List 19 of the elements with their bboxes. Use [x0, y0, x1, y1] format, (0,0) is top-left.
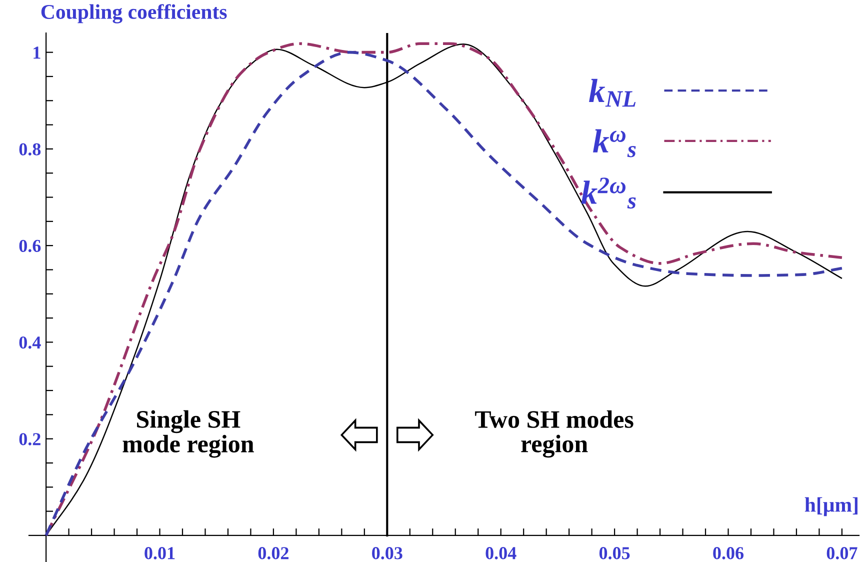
x-tick-label: 0.04 — [486, 547, 516, 560]
annotation: Two SH modes region — [475, 410, 634, 458]
annotation: Single SH mode region — [122, 410, 254, 458]
x-tick-label: 0.07 — [826, 547, 858, 560]
y-tick-label: 1 — [34, 46, 40, 59]
x-tick-label: 0.03 — [372, 547, 402, 560]
legend-label: k$^{ω}$$_{s}$ — [593, 129, 636, 158]
x-tick-label: 0.05 — [599, 547, 630, 560]
x-tick-label: 0.01 — [144, 547, 175, 560]
x-axis-title: h[μm] — [804, 497, 858, 516]
y-tick-label: 0.4 — [19, 336, 41, 349]
legend-label: k$_{NL}$ — [589, 78, 636, 107]
y-axis-title: Coupling coefficients — [41, 4, 227, 24]
y-tick-label: 0.6 — [19, 240, 41, 252]
x-tick-label: 0.02 — [258, 547, 288, 560]
y-tick-label: 0.8 — [19, 143, 41, 156]
y-tick-label: 0.2 — [19, 433, 40, 446]
legend-label: k$^{2ω}$$_{s}$ — [581, 178, 636, 209]
x-tick-label: 0.06 — [713, 547, 744, 560]
